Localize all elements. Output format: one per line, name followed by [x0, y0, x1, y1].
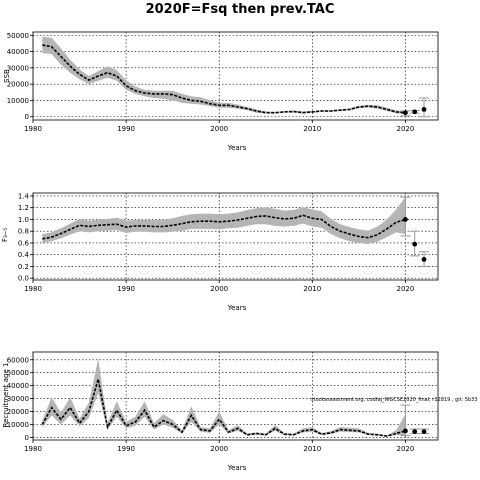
ssb-x-label: Years — [227, 144, 247, 152]
f-y-tick-label: 0.6 — [18, 239, 30, 247]
ssb-y-label: SSB — [3, 69, 11, 83]
ssb-y-tick-label: 10000 — [7, 97, 29, 105]
f-confidence-band — [42, 197, 406, 245]
ssb-y-tick-label: 20000 — [7, 81, 29, 89]
ssb-x-tick-label: 2000 — [210, 125, 228, 133]
recruitment-projection-point — [412, 429, 418, 434]
figure-title: 2020F=Fsq then prev.TAC — [146, 2, 335, 17]
f-y-tick-label: 1.0 — [18, 216, 29, 224]
panel-ssb: SSB Years 1980 1990 2000 2010 2020 0 10000 2000… — [3, 31, 439, 152]
f-projection-point — [403, 217, 408, 222]
recruitment-x-label: Years — [227, 464, 247, 472]
recruitment-y-tick-label: 60000 — [7, 356, 29, 364]
recruitment-annotation: stockassessment.org, codfaj_WGCSE2020_fi… — [311, 397, 478, 403]
recruitment-projection-point — [421, 429, 427, 434]
f-x-tick-label: 1990 — [117, 285, 135, 293]
f-y-label: F₃‒₅ — [1, 228, 9, 242]
ssb-y-tick-label: 0 — [25, 113, 29, 121]
ssb-projection-point — [412, 109, 418, 115]
f-y-tick-label: 0.2 — [18, 263, 29, 271]
ssb-x-tick-label: 1990 — [117, 125, 135, 133]
recruitment-y-tick-label: 20000 — [7, 408, 29, 416]
ssb-x-tick-label: 2010 — [303, 125, 321, 133]
recruitment-y-tick-label: 50000 — [7, 369, 29, 377]
recruitment-y-label: Recruitment age 1 — [2, 363, 10, 428]
f-projection-point — [421, 257, 427, 262]
ssb-x-tick-label: 2020 — [396, 125, 414, 133]
recruitment-x-tick-label: 1980 — [24, 445, 42, 453]
recruitment-y-tick-label: 10000 — [7, 421, 29, 429]
panel-f: F₃‒₅ Years 1980 1990 2000 2010 2020 0.0 0.2 0.4… — [1, 192, 439, 312]
ssb-x-tick-label: 1980 — [24, 125, 42, 133]
ssb-y-tick-label: 40000 — [7, 48, 29, 56]
ssb-y-tick-label: 30000 — [7, 64, 29, 72]
f-projection-point — [412, 241, 418, 247]
f-x-tick-label: 2020 — [396, 285, 414, 293]
ssb-estimate-line — [42, 44, 406, 114]
ssb-plot-frame — [32, 31, 439, 121]
recruitment-x-tick-label: 2020 — [396, 445, 414, 453]
f-y-tick-label: 1.2 — [18, 204, 29, 212]
f-y-tick-label: 1.4 — [18, 192, 30, 200]
recruitment-y-tick-label: 40000 — [7, 382, 29, 390]
f-plot-frame — [32, 192, 439, 281]
recruitment-y-tick-label: 0 — [25, 434, 29, 442]
f-x-tick-label: 2000 — [210, 285, 228, 293]
recruitment-x-tick-label: 1990 — [117, 445, 135, 453]
f-estimate-line — [42, 214, 406, 240]
f-y-tick-label: 0.0 — [18, 275, 29, 283]
ssb-confidence-band — [42, 36, 406, 115]
f-x-tick-label: 2010 — [303, 285, 321, 293]
recruitment-x-tick-label: 2010 — [303, 445, 321, 453]
f-x-label: Years — [227, 304, 247, 312]
ssb-y-tick-label: 50000 — [7, 32, 29, 40]
recruitment-estimate-line — [41, 378, 406, 437]
recruitment-x-tick-label: 2000 — [210, 445, 228, 453]
ssb-projection-point — [403, 110, 408, 116]
f-y-tick-label: 0.8 — [18, 228, 29, 236]
f-x-tick-label: 1980 — [24, 285, 42, 293]
ssb-projection-point — [421, 107, 427, 112]
recruitment-plot-frame — [32, 351, 439, 441]
recruitment-y-tick-label: 30000 — [7, 395, 29, 403]
f-y-tick-label: 0.4 — [18, 251, 30, 259]
recruitment-projection-point — [403, 428, 408, 434]
panel-recruitment: Recruitment age 1 Years stockassessment.… — [2, 351, 478, 472]
